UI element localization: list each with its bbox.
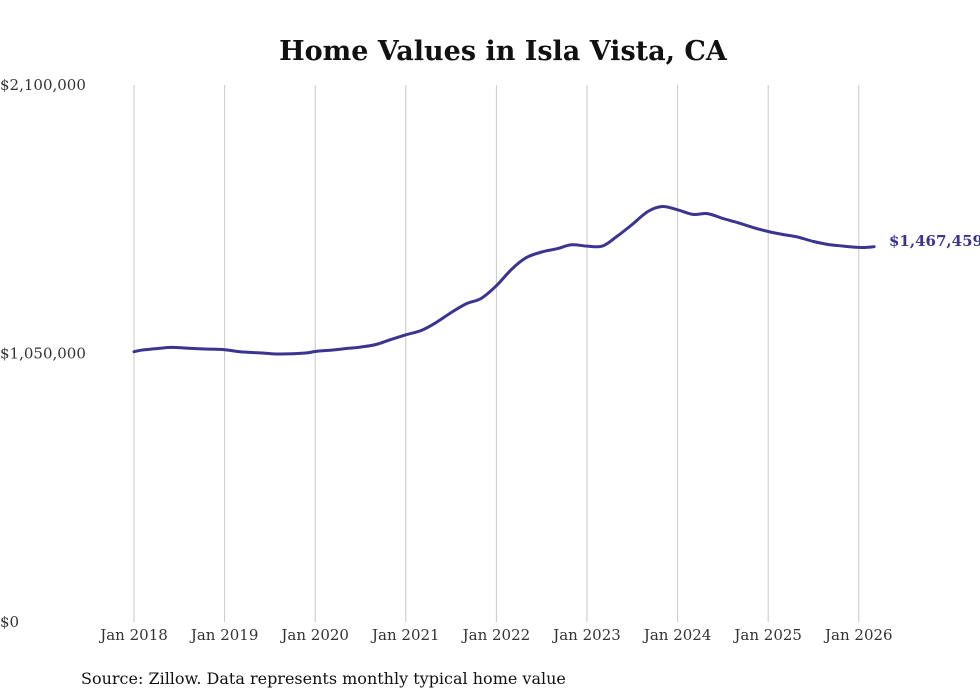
x-tick-label: Jan 2020: [279, 626, 349, 644]
data-point: [374, 343, 378, 346]
data-point: [359, 345, 362, 349]
x-tick-label: Jan 2026: [823, 626, 893, 644]
data-point: [873, 245, 876, 248]
data-point: [615, 235, 619, 238]
x-tick-label: Jan 2022: [461, 626, 531, 644]
x-tick-label: Jan 2021: [370, 626, 440, 644]
data-point: [555, 247, 559, 250]
data-point: [449, 311, 453, 314]
last-value-label: $1,467,459: [889, 232, 980, 250]
data-point: [275, 352, 279, 356]
data-point: [510, 267, 513, 271]
data-point: [691, 213, 695, 216]
data-point: [767, 230, 770, 233]
data-point: [721, 217, 725, 220]
series-line-0: [132, 204, 876, 356]
x-tick-label: Jan 2018: [98, 626, 168, 644]
data-point: [223, 348, 226, 351]
data-point: [585, 244, 589, 248]
data-point: [540, 250, 543, 254]
data-point: [782, 233, 785, 236]
data-point: [601, 244, 604, 248]
x-tick-label: Jan 2024: [642, 626, 712, 644]
data-point: [525, 256, 528, 259]
data-point: [200, 347, 204, 351]
data-point: [434, 321, 437, 324]
data-point: [737, 221, 740, 224]
data-point: [389, 338, 392, 341]
data-point: [291, 352, 294, 355]
data-point: [420, 329, 423, 332]
data-point: [631, 223, 634, 226]
data-point: [185, 346, 188, 350]
x-tick-label: Jan 2019: [189, 626, 259, 644]
data-point: [842, 244, 845, 248]
data-point: [751, 226, 754, 229]
x-tick-label: Jan 2025: [732, 626, 802, 644]
data-point: [261, 351, 264, 355]
data-point: [864, 246, 868, 249]
chart-title: Home Values in Isla Vista, CA: [279, 36, 728, 67]
data-point: [343, 347, 347, 350]
data-point: [676, 208, 679, 211]
source-note: Source: Zillow. Data represents monthly …: [81, 669, 566, 688]
data-point: [170, 346, 174, 349]
data-point: [329, 349, 332, 352]
data-point: [306, 351, 310, 354]
y-tick-label: $1,050,000: [0, 345, 86, 363]
y-tick-label: $2,100,000: [0, 76, 86, 94]
data-point: [857, 246, 860, 249]
data-point: [570, 243, 573, 246]
data-point: [132, 350, 136, 353]
data-point: [404, 333, 407, 336]
data-point: [479, 297, 483, 300]
data-point: [796, 235, 800, 239]
y-axis-ticks: $0 $1,050,000 $2,100,000: [0, 76, 86, 631]
series-layer: [132, 204, 876, 356]
data-point: [706, 212, 709, 215]
data-point: [314, 350, 317, 353]
gridlines: [133, 85, 860, 622]
data-point: [646, 210, 649, 213]
data-point: [238, 350, 242, 353]
data-point: [661, 205, 664, 208]
x-tick-label: Jan 2023: [551, 626, 621, 644]
data-point: [465, 302, 468, 305]
data-point: [140, 349, 143, 352]
x-axis-ticks: Jan 2018 Jan 2019 Jan 2020 Jan 2021 Jan 2022…: [98, 626, 892, 644]
data-point: [812, 240, 815, 243]
data-point: [827, 243, 831, 246]
y-tick-label: $0: [0, 613, 19, 631]
data-point: [155, 347, 158, 350]
data-point: [495, 284, 498, 287]
